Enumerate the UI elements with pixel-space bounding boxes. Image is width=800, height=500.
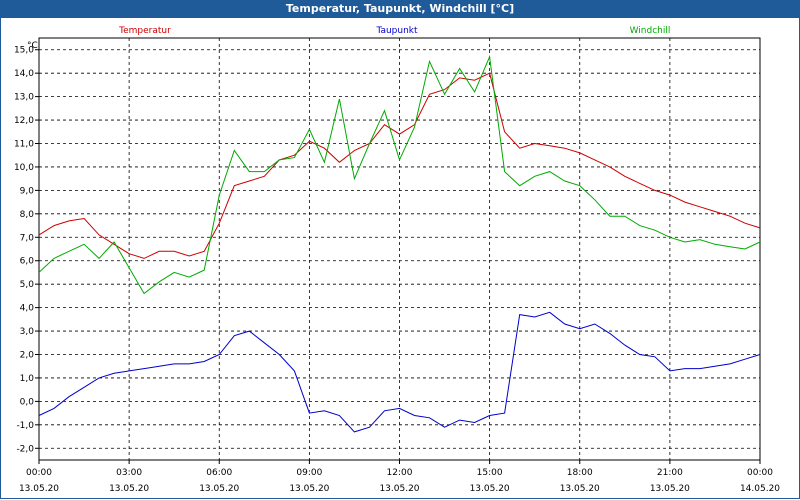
x-tick-time: 06:00: [206, 468, 232, 478]
y-tick-label: 4,0: [20, 304, 35, 314]
y-tick-label: -2,0: [16, 444, 34, 454]
legend-taupunkt: Taupunkt: [375, 26, 418, 36]
y-tick-label: 9,0: [20, 186, 35, 196]
y-tick-label: 10,0: [14, 163, 34, 173]
x-tick-time: 21:00: [657, 468, 683, 478]
y-tick-label: 3,0: [20, 327, 35, 337]
y-tick-label: 11,0: [14, 140, 34, 150]
y-tick-label: 1,0: [20, 374, 35, 384]
x-tick-date: 13.05.20: [560, 484, 600, 494]
x-tick-time: 12:00: [387, 468, 413, 478]
y-axis-label: °C: [27, 41, 38, 51]
y-tick-label: 0,0: [20, 397, 35, 407]
x-tick-date: 13.05.20: [379, 484, 419, 494]
x-tick-date: 13.05.20: [199, 484, 239, 494]
y-tick-label: -1,0: [16, 421, 34, 431]
x-tick-date: 13.05.20: [109, 484, 149, 494]
window-title: Temperatur, Taupunkt, Windchill [°C]: [285, 2, 515, 15]
y-tick-label: 13,0: [14, 93, 34, 103]
x-tick-labels: 00:00 13.05.20 03:00 13.05.20 06:00 13.05.20 0…: [19, 468, 780, 494]
y-tick-label: 2,0: [20, 351, 35, 361]
x-tick-time: 00:00: [26, 468, 52, 478]
x-tick-date: 13.05.20: [650, 484, 690, 494]
y-tick-label: 6,0: [20, 257, 35, 267]
series-line-taupunkt: [38, 311, 761, 433]
x-tick-time: 15:00: [477, 468, 503, 478]
y-tick-label: 8,0: [20, 210, 35, 220]
series-line-temperatur: [38, 72, 761, 259]
y-tick-label: 7,0: [20, 233, 35, 243]
y-tick-labels: -2,0 -1,0 0,0 1,0 2,0 3,0 4,0 5,0 6,0 7,0 8,0 9,0 10…: [14, 46, 34, 455]
series-line-windchill: [38, 54, 761, 295]
series-lines: [38, 54, 761, 433]
window-title-bar: Temperatur, Taupunkt, Windchill [°C]: [0, 0, 800, 18]
x-tick-time: 00:00: [747, 468, 773, 478]
legend: Temperatur Taupunkt Windchill: [118, 26, 670, 36]
y-tick-label: 12,0: [14, 116, 34, 126]
legend-windchill: Windchill: [630, 26, 671, 36]
x-tick-date: 13.05.20: [289, 484, 329, 494]
y-tick-label: 14,0: [14, 69, 34, 79]
x-tick-time: 18:00: [567, 468, 593, 478]
x-tick-date: 14.05.20: [740, 484, 780, 494]
x-tick-date: 13.05.20: [19, 484, 59, 494]
x-tick-time: 09:00: [296, 468, 322, 478]
legend-temperatur: Temperatur: [118, 26, 171, 36]
y-tick-label: 15,0: [14, 46, 34, 56]
x-tick-time: 03:00: [116, 468, 142, 478]
y-tick-label: 5,0: [20, 280, 35, 290]
x-tick-date: 13.05.20: [470, 484, 510, 494]
